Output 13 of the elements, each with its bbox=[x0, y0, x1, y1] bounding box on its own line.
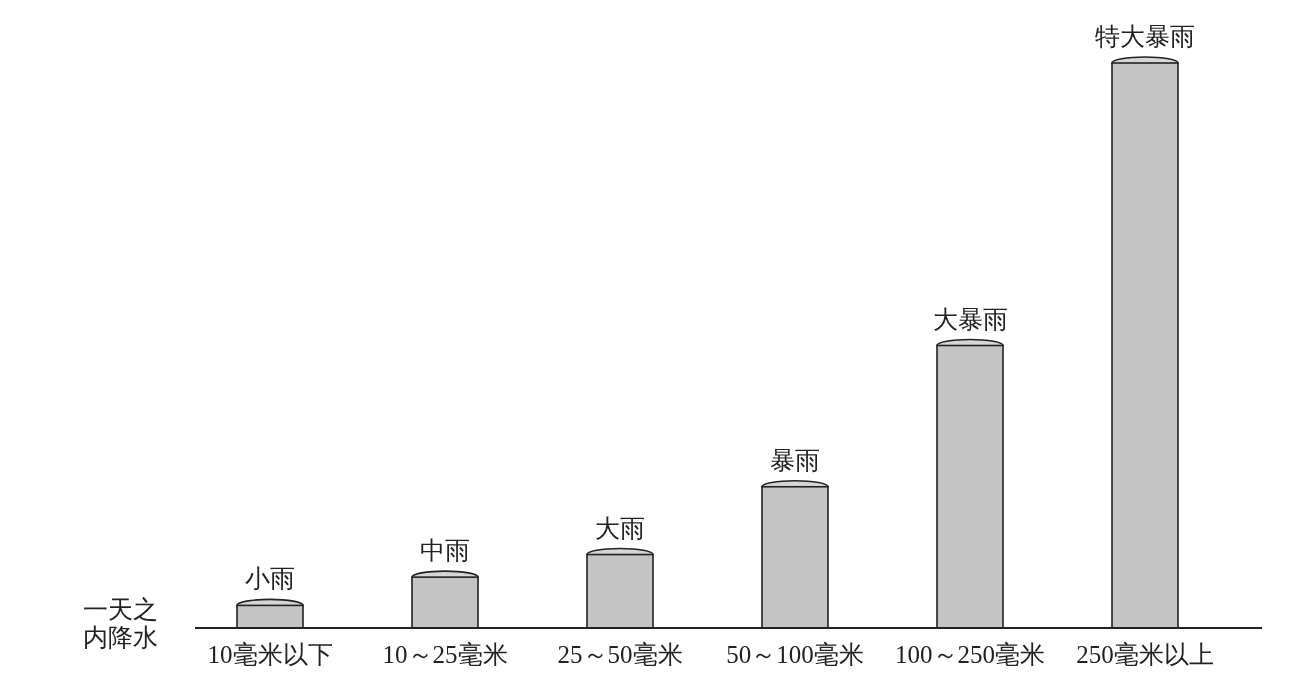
annotation: 特大暴雨 bbox=[1095, 23, 1195, 50]
x-tick-label: 10毫米以下 bbox=[207, 641, 333, 668]
annotation: 小雨 bbox=[245, 565, 295, 593]
x-tick-label: 10～25毫米 bbox=[382, 641, 508, 668]
x-tick-label: 25～50毫米 bbox=[557, 641, 683, 668]
x-tick-label: 250毫米以上 bbox=[1076, 641, 1214, 668]
annotation: 大暴雨 bbox=[932, 305, 1008, 333]
x-tick-label: 100～250毫米 bbox=[895, 641, 1045, 668]
annotation: 大雨 bbox=[595, 514, 645, 542]
x-axis-title: 一天之内降水 bbox=[82, 596, 158, 651]
annotation: 暴雨 bbox=[770, 446, 820, 474]
x-tick-label: 50～100毫米 bbox=[726, 641, 864, 668]
annotation: 中雨 bbox=[420, 537, 470, 565]
